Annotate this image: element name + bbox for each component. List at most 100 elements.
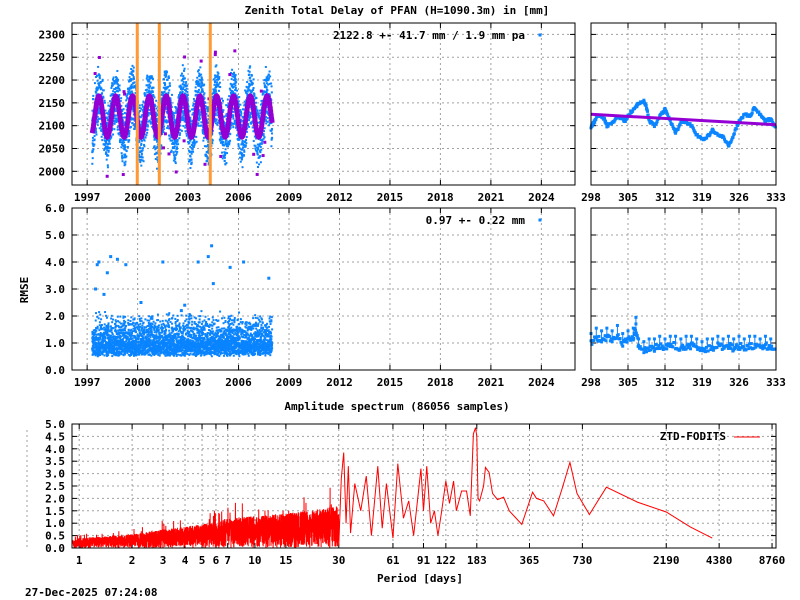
observation-point — [113, 117, 116, 120]
observation-point — [105, 314, 108, 317]
observation-point — [181, 64, 184, 67]
observation-point — [97, 73, 100, 76]
observation-point — [167, 127, 170, 130]
observation-point — [153, 134, 156, 137]
observation-point — [175, 337, 178, 340]
observation-point — [177, 343, 180, 346]
observation-point — [138, 318, 141, 321]
observation-point — [216, 111, 219, 114]
observation-point — [105, 325, 108, 328]
observation-point — [104, 337, 107, 340]
observation-point — [605, 122, 609, 126]
observation-point — [265, 86, 268, 89]
observation-point — [192, 142, 195, 145]
observation-point — [177, 344, 180, 347]
observation-point — [247, 69, 250, 72]
observation-point — [175, 110, 178, 113]
observation-point — [120, 143, 123, 146]
observation-point — [211, 139, 214, 142]
observation-point — [259, 103, 262, 106]
observation-point — [91, 109, 94, 112]
outlier-point — [199, 59, 203, 63]
observation-point — [270, 85, 273, 88]
observation-point — [175, 329, 178, 332]
observation-point — [155, 352, 158, 355]
observation-point — [670, 122, 674, 126]
observation-point — [261, 92, 264, 95]
observation-point — [216, 71, 219, 74]
observation-point — [132, 318, 135, 321]
observation-point — [112, 93, 115, 96]
observation-point — [130, 118, 133, 121]
observation-point — [113, 82, 116, 85]
observation-point — [140, 317, 143, 320]
observation-point — [265, 79, 268, 82]
observation-point — [232, 83, 235, 86]
observation-point — [201, 82, 204, 85]
observation-point — [695, 133, 699, 137]
observation-point — [127, 353, 130, 356]
observation-point — [161, 129, 164, 132]
observation-point — [174, 335, 177, 338]
observation-point — [122, 329, 125, 332]
observation-point — [107, 327, 110, 330]
observation-point — [105, 348, 108, 351]
observation-point — [198, 109, 201, 112]
observation-point — [149, 109, 152, 112]
observation-point — [101, 80, 104, 83]
observation-point — [191, 113, 194, 116]
observation-point — [249, 90, 252, 93]
observation-point — [215, 75, 218, 78]
observation-point — [139, 158, 142, 161]
observation-point — [112, 133, 115, 136]
observation-point — [130, 87, 133, 90]
observation-point — [127, 80, 130, 83]
observation-point — [188, 151, 191, 154]
observation-point — [118, 321, 121, 324]
observation-point — [92, 335, 95, 338]
observation-point — [145, 350, 148, 353]
observation-point — [164, 348, 167, 351]
observation-point — [139, 159, 142, 162]
observation-point — [603, 117, 607, 121]
observation-point — [144, 93, 147, 96]
observation-point — [101, 335, 104, 338]
observation-point — [110, 327, 113, 330]
observation-point — [271, 128, 274, 131]
observation-point — [169, 320, 172, 323]
observation-point — [160, 323, 163, 326]
observation-point — [236, 96, 239, 99]
observation-point — [106, 354, 109, 357]
observation-point — [141, 332, 144, 335]
observation-point — [218, 127, 221, 130]
observation-point — [176, 347, 179, 350]
observation-point — [642, 98, 646, 102]
observation-point — [164, 319, 167, 322]
observation-point — [171, 316, 174, 319]
observation-point — [118, 131, 121, 134]
observation-point — [249, 76, 252, 79]
observation-point — [647, 118, 651, 122]
observation-point — [195, 83, 198, 86]
observation-point — [99, 337, 102, 340]
observation-point — [132, 346, 135, 349]
observation-point — [133, 117, 136, 120]
y-tick-label: 0.0 — [45, 364, 65, 377]
observation-point — [140, 329, 143, 332]
observation-point — [205, 107, 208, 110]
observation-point — [266, 120, 269, 123]
observation-point — [207, 152, 210, 155]
observation-point — [125, 340, 128, 343]
observation-point — [123, 341, 126, 344]
observation-point — [109, 137, 112, 140]
observation-point — [102, 340, 105, 343]
observation-point — [96, 355, 99, 358]
observation-point — [246, 127, 249, 130]
observation-point — [244, 141, 247, 144]
observation-point — [129, 350, 132, 353]
observation-point — [173, 114, 176, 117]
observation-point — [104, 311, 107, 314]
observation-point — [266, 77, 269, 80]
observation-point — [212, 78, 215, 81]
observation-point — [156, 146, 159, 149]
